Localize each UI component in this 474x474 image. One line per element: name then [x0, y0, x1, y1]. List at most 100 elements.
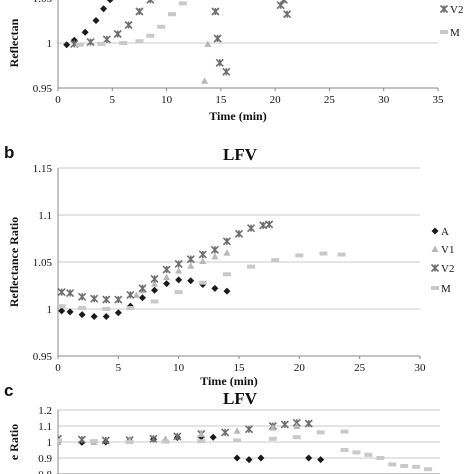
data-point [162, 265, 171, 274]
chart-title: LFV [223, 145, 258, 164]
data-point [173, 432, 182, 441]
data-point [204, 40, 212, 47]
data-point [114, 309, 122, 317]
data-point [102, 313, 110, 321]
y-tick-label: 1.1 [38, 210, 52, 222]
series-A [58, 433, 325, 464]
data-point [81, 28, 89, 36]
data-point [234, 229, 244, 238]
legend-marker-A [431, 227, 439, 235]
legend-entry-V2: V2 [450, 4, 463, 16]
data-point [63, 41, 71, 49]
x-tick-label: 20 [270, 94, 282, 106]
x-tick-label: 30 [415, 362, 427, 374]
data-point [157, 24, 166, 29]
data-point [149, 434, 158, 443]
data-point [265, 220, 274, 229]
data-point [279, 0, 288, 4]
data-point [186, 255, 195, 264]
data-point [58, 288, 66, 297]
y-tick-label: 0.9 [38, 453, 52, 465]
data-point [146, 0, 155, 4]
data-point [58, 304, 66, 309]
data-point [271, 258, 280, 263]
legend-marker-M [440, 30, 448, 34]
data-point [198, 250, 207, 259]
y-tick-label: 1.15 [33, 163, 53, 175]
data-point [90, 294, 99, 303]
data-point [66, 288, 75, 298]
data-point [222, 67, 231, 76]
data-point [221, 428, 230, 437]
data-point [151, 286, 159, 294]
y-tick-label: 1.1 [38, 421, 52, 433]
data-point [58, 307, 66, 315]
data-point [245, 456, 253, 464]
data-point [337, 252, 346, 257]
x-tick-label: 0 [55, 94, 61, 106]
data-point [257, 454, 265, 462]
data-point [197, 439, 206, 444]
data-point [135, 39, 144, 44]
plot-area [58, 220, 346, 321]
data-point [340, 429, 349, 434]
data-point [102, 307, 111, 311]
series-M [58, 251, 346, 311]
x-axis-label: Time (min) [209, 109, 266, 123]
y-tick-label: 1.05 [33, 0, 53, 5]
data-point [132, 291, 140, 298]
data-point [101, 436, 110, 445]
data-point [268, 436, 277, 441]
data-point [211, 252, 219, 260]
x-tick-label: 0 [55, 362, 61, 374]
data-point [92, 17, 100, 24]
data-point [376, 456, 385, 460]
panel-b-chart: 0.95 1 1.05 1.1 1.15 0 5 10 15 20 25 30 Time (min) Re… [7, 145, 454, 388]
legend-marker-M [431, 286, 439, 290]
legend-marker-V2 [430, 263, 440, 273]
x-axis-label: Time (min) [200, 374, 257, 388]
data-point [244, 425, 254, 434]
y-tick-label: 0.95 [33, 351, 53, 363]
data-point [174, 290, 183, 295]
data-point [175, 276, 183, 284]
x-tick-label: 20 [294, 362, 306, 374]
data-point [364, 452, 373, 457]
x-tick-label: 10 [173, 362, 185, 374]
series-V2 [58, 220, 274, 304]
data-point [86, 38, 95, 47]
data-point [215, 58, 224, 67]
data-point [316, 430, 325, 435]
legend-entry-V1: V1 [441, 244, 454, 256]
data-point [211, 284, 219, 292]
series-V2 [70, 0, 292, 76]
data-point [388, 462, 397, 467]
data-point [211, 7, 220, 16]
y-axis-label: Reflectan [7, 18, 21, 67]
data-point [210, 245, 219, 254]
data-point [247, 264, 256, 269]
data-point [75, 42, 84, 47]
data-point [163, 280, 171, 288]
series-A [58, 276, 231, 321]
data-point [352, 450, 361, 455]
x-tick-label: 35 [433, 94, 445, 106]
data-point [138, 294, 146, 302]
y-tick-label: 1.05 [33, 257, 53, 269]
series-M [58, 429, 433, 472]
data-point [280, 420, 289, 429]
y-axis-label: e Ratio [7, 424, 21, 460]
data-point [168, 12, 176, 17]
legend-entry-A: A [441, 226, 449, 238]
data-point [161, 439, 170, 444]
data-point [126, 306, 135, 311]
data-point [100, 5, 108, 13]
data-point [213, 34, 222, 43]
y-tick-label: 1 [47, 304, 53, 316]
data-point [163, 273, 171, 281]
series-M [75, 1, 187, 47]
data-point [187, 277, 195, 285]
data-point [124, 20, 133, 30]
panel-c-chart: 0.8 0.9 1 1.1 1.2 e Ratio LFV [7, 389, 440, 474]
